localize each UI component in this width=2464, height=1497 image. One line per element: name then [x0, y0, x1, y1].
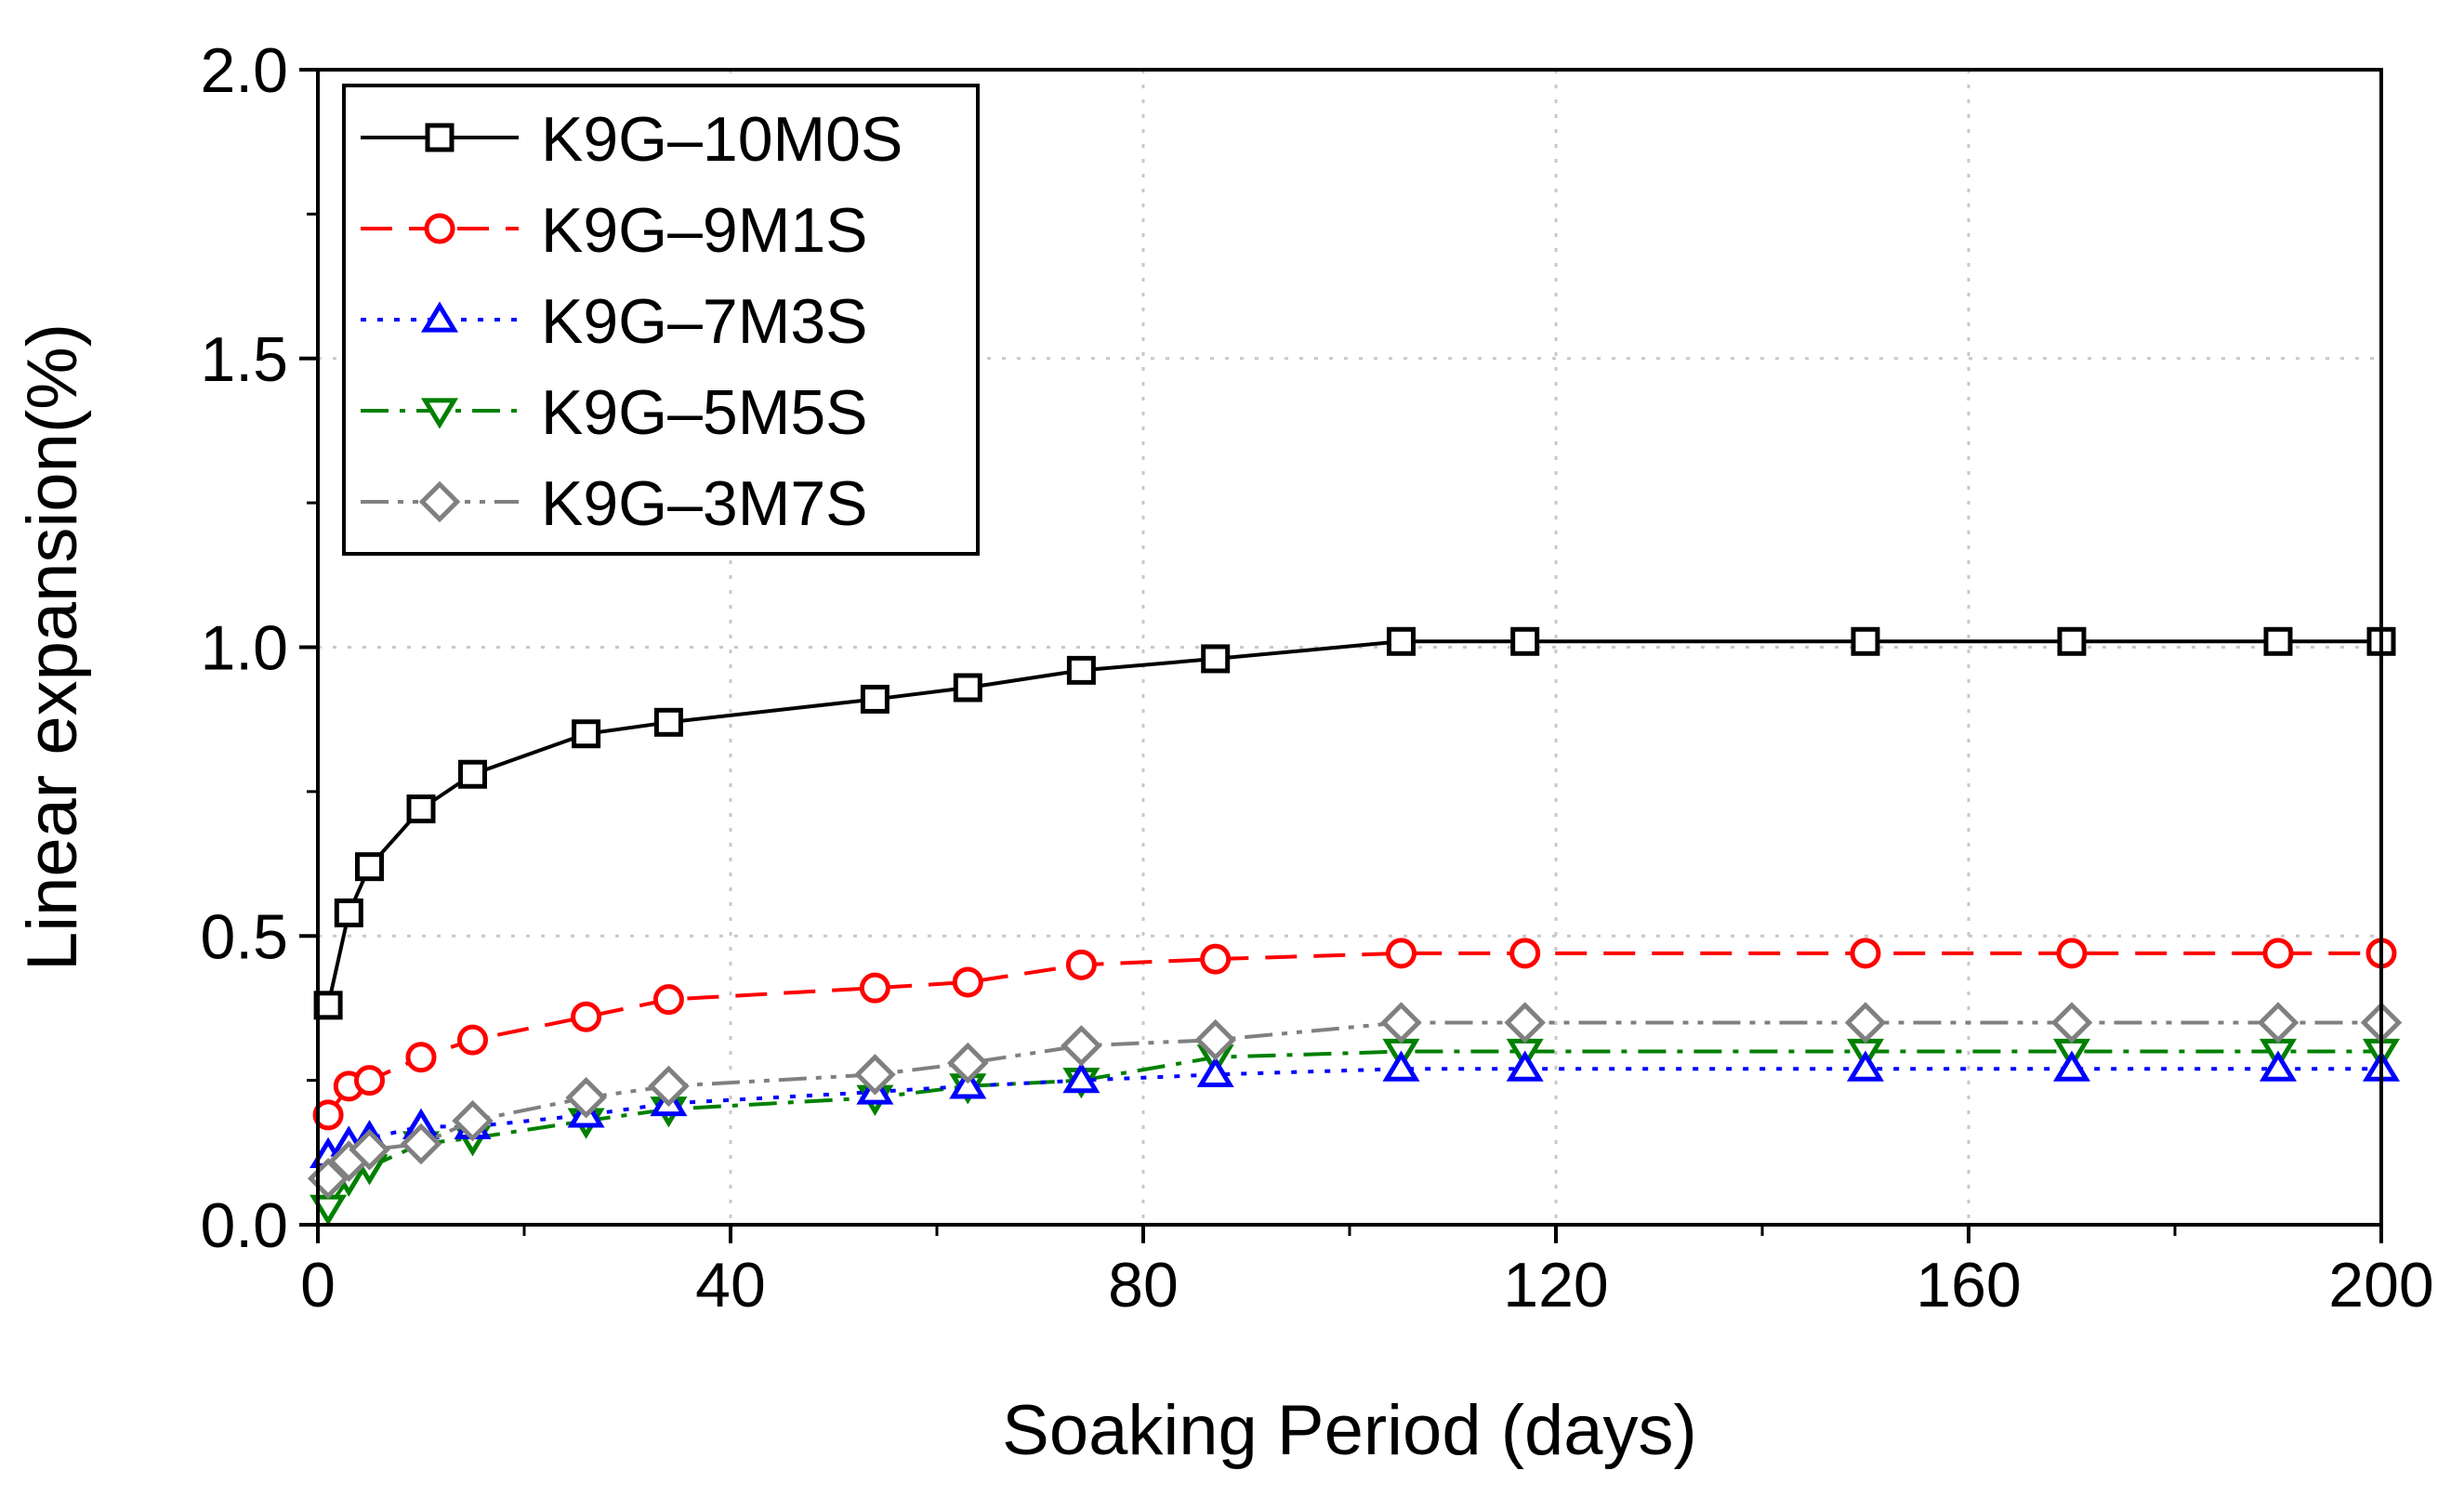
series-0 [313, 626, 2396, 1020]
axis-ticks: 0 40 80 120 160 200 0.0 0.5 1.0 1.5 2.0 [200, 35, 2433, 1320]
y-tick-label: 2.0 [200, 35, 288, 106]
series-line [327, 1067, 2381, 1158]
data-point [2050, 1002, 2093, 1044]
legend-marker [420, 301, 459, 333]
data-point [571, 1001, 602, 1032]
data-point [355, 852, 384, 882]
data-point [565, 1077, 607, 1119]
x-tick-label: 120 [1503, 1250, 1608, 1320]
data-point [349, 1128, 390, 1171]
series-3 [310, 1038, 2401, 1227]
data-point [458, 759, 487, 789]
data-point [947, 1042, 989, 1084]
legend-label: K9G–10M0S [541, 104, 903, 175]
data-point [1851, 626, 1880, 656]
data-point [1201, 644, 1231, 674]
data-point [1386, 938, 1416, 969]
data-point [860, 684, 889, 714]
data-point [1061, 1025, 1102, 1067]
data-point [2052, 1050, 2091, 1082]
data-point [1850, 938, 1881, 969]
y-tick-label: 1.5 [200, 324, 288, 395]
data-point [652, 984, 684, 1016]
legend-label: K9G–9M1S [541, 195, 868, 266]
legend-marker [424, 213, 455, 244]
data-point [949, 1068, 987, 1099]
data-point [400, 1123, 442, 1165]
data-point [2259, 1050, 2298, 1082]
data-point [1200, 943, 1232, 975]
y-tick-label: 0.0 [200, 1190, 288, 1261]
x-axis-title: Soaking Period (days) [1002, 1391, 1697, 1470]
data-point [1062, 1061, 1100, 1094]
data-point [1382, 1050, 1420, 1082]
x-tick-label: 160 [1916, 1250, 2021, 1320]
data-point [354, 1065, 385, 1096]
y-axis-title: Linear expansion(%) [13, 323, 92, 971]
data-point [405, 1042, 437, 1073]
data-point [334, 898, 363, 927]
legend-item: K9G–10M0S [361, 104, 903, 175]
series-1 [312, 938, 2397, 1131]
data-point [648, 1065, 690, 1108]
data-point [1066, 655, 1096, 685]
data-point [854, 1054, 896, 1096]
data-point [1380, 1002, 1422, 1044]
data-point [1194, 1018, 1236, 1061]
legend-label: K9G–5M5S [541, 377, 868, 448]
x-tick-label: 200 [2328, 1250, 2433, 1320]
data-point [1510, 626, 1540, 656]
data-point [1196, 1056, 1234, 1088]
x-tick-label: 80 [1108, 1250, 1179, 1320]
legend: K9G–10M0S K9G–9M1S K9G–7M3S K9G–5M5S K9G–3M7… [342, 84, 980, 556]
series-2 [310, 1050, 2401, 1169]
data-point [406, 794, 436, 824]
y-tick-label: 1.0 [200, 613, 288, 684]
data-point [2057, 626, 2087, 656]
series-line [326, 1049, 2381, 1209]
data-point [1387, 626, 1416, 656]
data-point [1509, 938, 1541, 969]
data-point [457, 1024, 488, 1056]
data-point [952, 966, 983, 998]
data-point [859, 972, 890, 1004]
data-point [312, 1099, 344, 1131]
data-point [653, 707, 683, 737]
data-point [1844, 1002, 1887, 1044]
x-tick-label: 40 [695, 1250, 766, 1320]
y-tick-label: 0.5 [200, 901, 288, 972]
data-point [1504, 1002, 1546, 1044]
legend-item: K9G–9M1S [361, 195, 868, 266]
series-group [307, 626, 2403, 1227]
legend-item: K9G–3M7S [361, 468, 868, 539]
series-4 [307, 1002, 2403, 1200]
data-point [2056, 938, 2088, 969]
data-point [572, 719, 601, 749]
data-point [452, 1099, 494, 1142]
data-point [2263, 626, 2293, 656]
legend-label: K9G–7M3S [541, 286, 868, 357]
legend-label: K9G–3M7S [541, 468, 868, 539]
data-point [1506, 1050, 1544, 1082]
data-point [2257, 1002, 2299, 1044]
data-point [1065, 949, 1097, 980]
x-tick-label: 0 [300, 1250, 336, 1320]
data-point [953, 673, 982, 703]
data-point [1846, 1050, 1885, 1082]
legend-item: K9G–7M3S [361, 286, 868, 357]
legend-marker [418, 480, 461, 523]
legend-marker [425, 123, 455, 152]
legend-item: K9G–5M5S [361, 377, 868, 448]
legend-marker [420, 398, 459, 429]
data-point [2262, 938, 2294, 969]
